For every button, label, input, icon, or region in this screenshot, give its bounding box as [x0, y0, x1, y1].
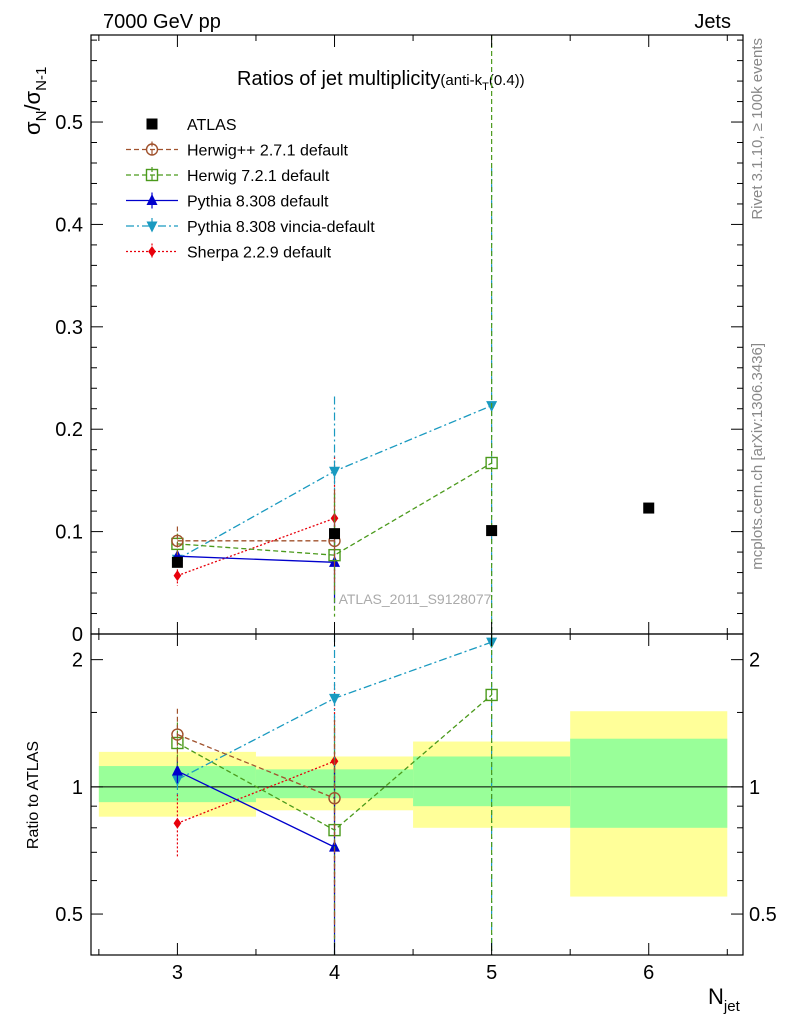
- panel-frames: 0 0.1 0.2 0.3 0.4 0.5 0.5 0.5 1 1 2 2 3 4 5 6: [55, 34, 777, 984]
- ratio-point: [171, 728, 184, 741]
- legend-label: Herwig++ 2.7.1 default: [187, 143, 349, 160]
- legend-marker: [146, 118, 158, 130]
- ratio-y-tick-label-right: 2: [749, 650, 760, 672]
- legend-marker: [146, 221, 158, 233]
- legend-marker: [145, 143, 159, 156]
- ratio-point: [329, 693, 341, 705]
- y-tick-label: 0.3: [55, 317, 83, 339]
- ratio-line: [177, 770, 335, 848]
- legend-marker: [146, 194, 158, 205]
- main-y-label: σN/σN-1: [20, 67, 50, 135]
- legend: ATLAS Herwig++ 2.7.1 default Herwig 7.2.1 …: [126, 117, 375, 262]
- ratio-y-label: Ratio to ATLAS: [25, 741, 42, 849]
- ratio-point: [329, 840, 341, 852]
- data-point: [485, 456, 498, 470]
- x-tick-label: 3: [172, 962, 183, 984]
- data-point: [486, 525, 498, 537]
- mcplots-label: mcplots.cern.ch [arXiv:1306.3436]: [749, 343, 766, 570]
- legend-label: Sherpa 2.2.9 default: [187, 245, 332, 262]
- analysis-watermark: ATLAS_2011_S9128077: [339, 591, 492, 607]
- x-tick-label: 6: [643, 962, 654, 984]
- header-left: 7000 GeV pp: [103, 11, 221, 33]
- ratio-y-tick-label-right: 0.5: [749, 904, 777, 926]
- uncertainty-band-green: [570, 738, 728, 828]
- x-axis-label: Njet: [708, 984, 741, 1015]
- title-suffix: (anti-k: [440, 72, 482, 89]
- ratio-line: [177, 733, 335, 799]
- legend-marker: [145, 168, 159, 182]
- title-suffix-end: (0.4)): [489, 72, 525, 89]
- data-point: [171, 556, 183, 568]
- ratio-y-tick-label: 0.5: [55, 904, 83, 926]
- y-tick-label: 0: [72, 624, 83, 646]
- title-main: Ratios of jet multiplicity: [237, 68, 440, 90]
- series-line: [177, 462, 492, 556]
- ratio-point: [328, 792, 341, 805]
- x-tick-label: 4: [329, 962, 340, 984]
- data-point: [329, 528, 341, 540]
- ratio-panel: [171, 634, 498, 955]
- rivet-label: Rivet 3.1.10, ≥ 100k events: [749, 38, 766, 220]
- series-line: [177, 517, 335, 577]
- y-tick-label: 0.2: [55, 419, 83, 441]
- legend-marker: [148, 246, 156, 257]
- data-point: [643, 502, 655, 514]
- legend-label: ATLAS: [187, 117, 237, 134]
- ratio-point: [485, 688, 498, 702]
- series-line: [177, 555, 335, 563]
- main-panel: [171, 35, 655, 634]
- data-point: [173, 570, 182, 582]
- data-point: [171, 534, 184, 548]
- ratio-y-tick-label: 1: [72, 777, 83, 799]
- y-tick-label: 0.4: [55, 214, 83, 236]
- y-tick-label: 0.1: [55, 522, 83, 544]
- ratio-point: [171, 764, 183, 776]
- chart-title: Ratios of jet multiplicity(anti-kT(0.4)): [237, 68, 525, 93]
- y-tick-label: 0.5: [55, 112, 83, 134]
- ratio-frame: [90, 633, 744, 956]
- legend-label: Pythia 8.308 vincia-default: [187, 219, 375, 236]
- legend-label: Pythia 8.308 default: [187, 194, 329, 211]
- x-tick-label: 5: [486, 962, 497, 984]
- legend-label: Herwig 7.2.1 default: [187, 168, 330, 185]
- data-point: [329, 466, 341, 478]
- ratio-y-tick-label: 2: [72, 650, 83, 672]
- ratio-line: [177, 694, 493, 831]
- header-right: Jets: [694, 11, 731, 33]
- ratio-y-tick-label-right: 1: [749, 777, 760, 799]
- title-suffix-sub: T: [482, 81, 489, 93]
- ratio-point: [173, 817, 182, 829]
- ratio-line: [177, 760, 335, 824]
